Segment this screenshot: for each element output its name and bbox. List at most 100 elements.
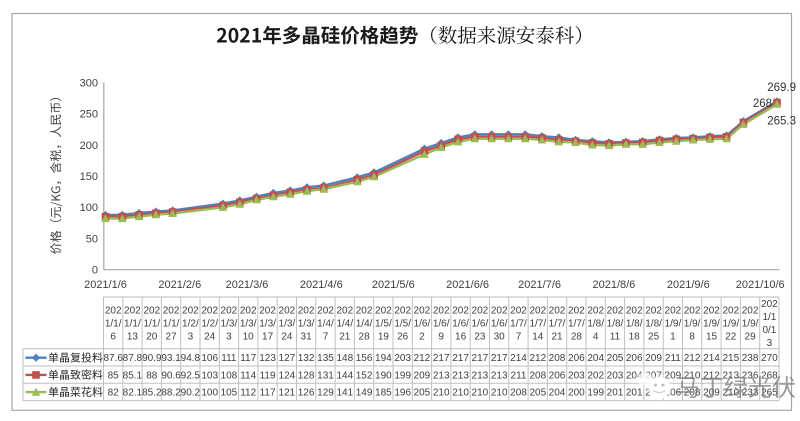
svg-text:203: 203 [607,370,624,381]
svg-text:1/8/: 1/8/ [626,318,643,329]
svg-text:213: 213 [491,370,508,381]
svg-text:31: 31 [301,331,313,342]
svg-text:148: 148 [336,353,353,364]
svg-text:1/1/: 1/1/ [143,318,160,329]
svg-text:201: 201 [607,388,624,399]
svg-text:126: 126 [298,388,315,399]
svg-text:210: 210 [684,370,701,381]
svg-text:135: 135 [317,353,334,364]
svg-text:88: 88 [146,370,158,381]
svg-text:1/4/: 1/4/ [356,318,373,329]
svg-text:202: 202 [182,305,199,316]
svg-text:236: 236 [742,370,759,381]
svg-text:250: 250 [80,109,98,121]
svg-text:208: 208 [510,388,527,399]
svg-text:87.8: 87.8 [123,353,143,364]
svg-text:2021/10/6: 2021/10/6 [736,279,785,291]
svg-text:106: 106 [201,353,218,364]
svg-text:90.9: 90.9 [142,353,162,364]
svg-text:1/9/: 1/9/ [722,318,739,329]
svg-text:212: 212 [703,370,720,381]
svg-text:90.2: 90.2 [181,388,201,399]
svg-text:2021/7/6: 2021/7/6 [518,279,561,291]
svg-text:88.2: 88.2 [161,388,181,399]
svg-text:238: 238 [742,353,759,364]
svg-text:29: 29 [745,331,757,342]
svg-text:87.6: 87.6 [103,353,123,364]
svg-text:50: 50 [86,233,98,245]
svg-text:85.1: 85.1 [123,370,143,381]
svg-text:202: 202 [742,305,759,316]
svg-text:1/3/: 1/3/ [259,318,276,329]
svg-text:82: 82 [108,388,120,399]
svg-text:210: 210 [452,388,469,399]
svg-text:127: 127 [279,353,296,364]
svg-text:213: 213 [472,370,489,381]
svg-text:202: 202 [587,305,604,316]
svg-text:1/1/: 1/1/ [124,318,141,329]
svg-text:117: 117 [260,388,276,399]
svg-text:28: 28 [571,331,583,342]
svg-text:213: 213 [722,370,739,381]
svg-text:90.6: 90.6 [161,370,181,381]
svg-text:129: 129 [317,388,334,399]
svg-text:206: 206 [665,388,682,399]
svg-text:213: 213 [452,370,469,381]
svg-text:203: 203 [568,370,585,381]
svg-text:7: 7 [516,331,522,342]
svg-text:2021/5/6: 2021/5/6 [372,279,415,291]
svg-text:202: 202 [336,305,353,316]
svg-text:209: 209 [414,370,431,381]
svg-text:210: 210 [472,388,489,399]
svg-text:100: 100 [201,388,218,399]
svg-text:1/8/: 1/8/ [645,318,662,329]
svg-text:1/2/: 1/2/ [201,318,218,329]
svg-text:27: 27 [166,331,178,342]
svg-text:213: 213 [433,370,450,381]
svg-text:202: 202 [626,305,643,316]
svg-text:1/9/: 1/9/ [703,318,720,329]
svg-text:204: 204 [587,353,604,364]
svg-text:1/1/: 1/1/ [163,318,180,329]
svg-text:202: 202 [587,370,604,381]
svg-text:203: 203 [394,353,411,364]
svg-text:23: 23 [474,331,486,342]
svg-text:212: 212 [414,353,431,364]
svg-text:270: 270 [761,353,778,364]
svg-text:6: 6 [110,331,116,342]
svg-text:205: 205 [529,388,546,399]
svg-text:200: 200 [568,388,585,399]
svg-text:1/8/: 1/8/ [587,318,604,329]
svg-text:11: 11 [610,331,621,342]
svg-text:1/6/: 1/6/ [472,318,489,329]
svg-text:202: 202 [201,305,218,316]
svg-text:1/3/: 1/3/ [298,318,315,329]
svg-text:233: 233 [742,388,759,399]
svg-text:1/3/: 1/3/ [240,318,257,329]
svg-text:3: 3 [188,331,194,342]
svg-text:204: 204 [626,370,643,381]
svg-text:2021/8/6: 2021/8/6 [592,279,635,291]
svg-text:202: 202 [394,305,411,316]
svg-text:3: 3 [767,338,773,349]
svg-text:202: 202 [665,305,682,316]
svg-text:105: 105 [221,388,238,399]
svg-text:202: 202 [607,305,624,316]
svg-text:206: 206 [549,370,566,381]
svg-text:202: 202 [510,305,527,316]
svg-text:21: 21 [339,331,351,342]
svg-text:202: 202 [298,305,315,316]
svg-text:26: 26 [397,331,409,342]
svg-text:269.9: 269.9 [767,82,796,94]
svg-text:0/1: 0/1 [762,325,776,336]
svg-text:19: 19 [378,331,390,342]
svg-text:202: 202 [761,299,778,310]
svg-text:208: 208 [684,388,701,399]
svg-text:28: 28 [359,331,371,342]
svg-text:124: 124 [279,370,296,381]
svg-text:1/2/: 1/2/ [182,318,199,329]
svg-text:202: 202 [684,305,701,316]
svg-text:194: 194 [375,353,392,364]
svg-text:1/7/: 1/7/ [549,318,566,329]
svg-text:202: 202 [240,305,257,316]
